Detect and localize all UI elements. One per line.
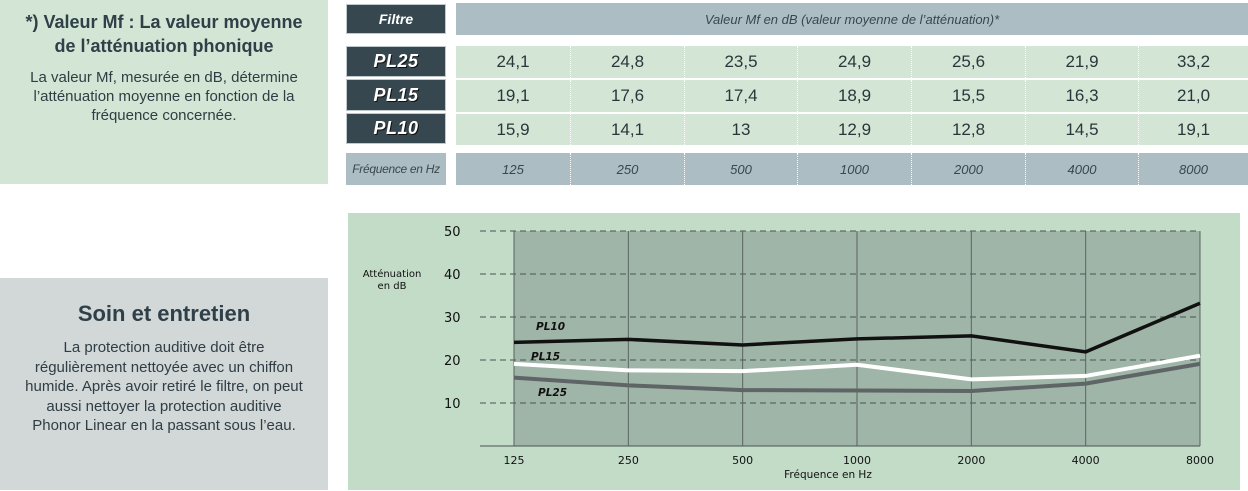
x-axis-label: Fréquence en Hz [784,469,872,481]
frequency-label: Fréquence en Hz [346,153,446,185]
table-cell: 14,5 [1025,114,1138,145]
y-tick-label: 20 [444,354,461,369]
table-cell: 17,6 [570,80,684,112]
frequency-cell: 8000 [1138,153,1248,185]
x-tick-label: 250 [618,454,639,467]
table-cell: 24,1 [456,46,570,78]
table-cell: 12,9 [797,114,911,145]
care-title: Soin et entretien [77,301,251,326]
frequency-cell: 1000 [797,153,911,185]
y-axis-label: en dB [378,281,407,292]
attenuation-chart: 10 20 30 40 50 125 250 500 1000 2000 4000 8000 Attén… [348,213,1240,490]
frequency-cell: 500 [684,153,797,185]
table-cell: 23,5 [684,46,797,78]
x-tick-label: 2000 [957,454,985,467]
frequency-cell: 125 [456,153,570,185]
series-label-pl10: PL10 [536,321,565,333]
table-cell: 25,6 [911,46,1025,78]
table-cell: 16,3 [1025,80,1138,112]
y-axis-label: Atténuation [363,268,422,280]
care-body: La protection auditive doit être réguliè… [25,339,303,434]
row-label-pl10: PL10 [346,113,446,144]
series-line-pl15 [513,353,1201,382]
mf-info-box: *) Valeur Mf : La valeur moyenne de l’at… [0,0,328,184]
y-tick-label: 50 [444,225,461,240]
x-tick-label: 500 [732,454,753,467]
table-cell: 21,0 [1138,80,1248,112]
series-line-pl25 [513,361,1201,393]
table-cell: 19,1 [456,80,570,112]
frequency-cell: 250 [570,153,684,185]
y-tick-label: 30 [444,311,461,326]
chart-canvas: 10 20 30 40 50 125 250 500 1000 2000 4000 8000 Attén… [363,225,1214,481]
table-cell: 24,8 [570,46,684,78]
x-tick-label: 125 [504,454,525,467]
table-cell: 13 [684,114,797,145]
table-cell: 24,9 [797,46,911,78]
value-header: Valeur Mf en dB (valeur moyenne de l’att… [456,3,1248,35]
series-label-pl15: PL15 [531,351,560,363]
series-line-pl10 [513,301,1201,354]
table-cell: 17,4 [684,80,797,112]
table-cell: 19,1 [1138,114,1248,145]
y-tick-label: 10 [444,397,461,412]
table-cell: 15,5 [911,80,1025,112]
x-tick-label: 8000 [1186,454,1214,467]
frequency-cell: 4000 [1025,153,1138,185]
frequency-cell: 2000 [911,153,1025,185]
y-tick-label: 40 [444,268,461,283]
table-cell: 18,9 [797,80,911,112]
mf-info-title: *) Valeur Mf : La valeur moyenne de l’at… [25,12,303,56]
filter-header: Filtre [346,4,446,34]
table-cell: 15,9 [456,114,570,145]
row-label-pl15: PL15 [346,79,446,111]
table-cell: 12,8 [911,114,1025,145]
series-label-pl25: PL25 [538,387,567,399]
x-tick-label: 4000 [1072,454,1100,467]
table-cell: 33,2 [1138,46,1248,78]
table-cell: 14,1 [570,114,684,145]
row-label-pl25: PL25 [346,46,446,77]
table-cell: 21,9 [1025,46,1138,78]
mf-info-body: La valeur Mf, mesurée en dB, détermine l… [30,69,298,124]
care-info-box: Soin et entretien La protection auditive… [0,278,328,490]
x-tick-label: 1000 [843,454,871,467]
